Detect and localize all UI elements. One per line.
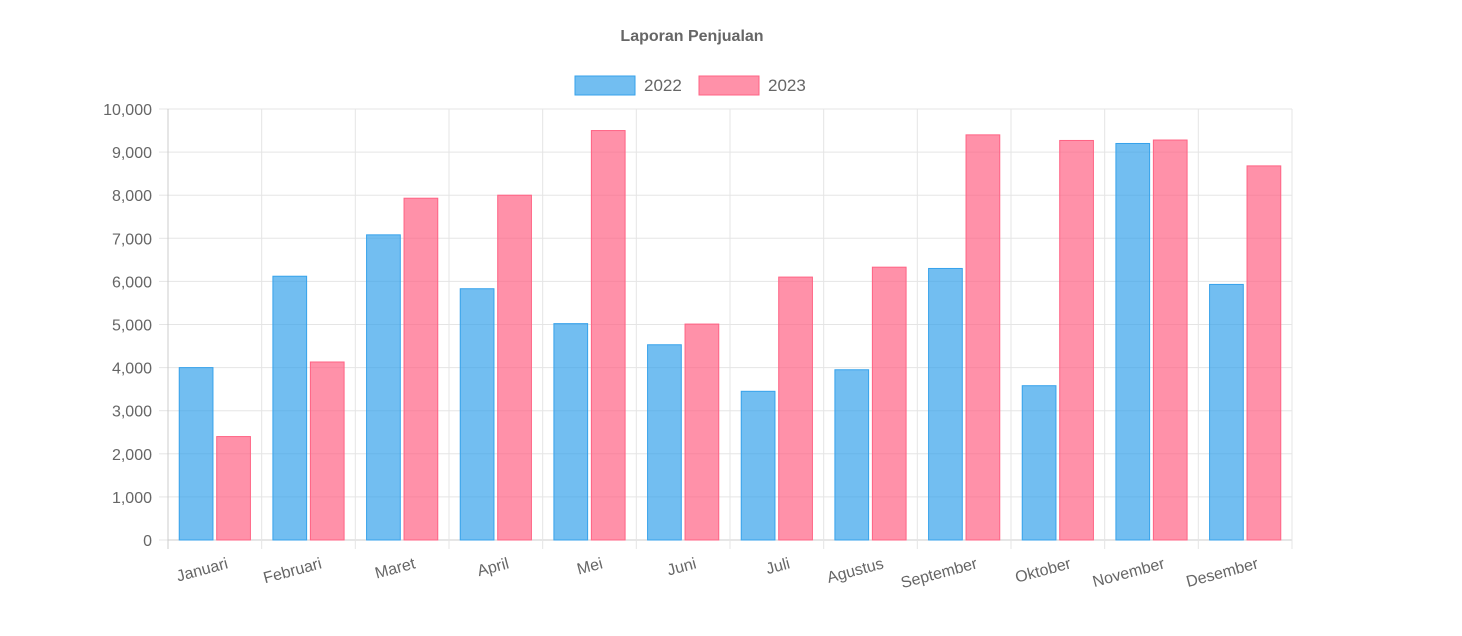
bar-2023-april[interactable]	[497, 194, 532, 541]
x-tick-label: Agustus	[825, 555, 885, 586]
bar-2023-januari[interactable]	[216, 436, 251, 541]
grid	[159, 108, 1293, 549]
bar-2022-september[interactable]	[928, 267, 963, 541]
bar-2022-desember[interactable]	[1209, 283, 1244, 541]
bar-2022-juli[interactable]	[740, 390, 776, 541]
x-tick-label: September	[899, 555, 980, 592]
bar-2023-juli[interactable]	[778, 276, 813, 541]
y-tick-label: 7,000	[112, 231, 152, 248]
bars	[178, 130, 1282, 541]
y-tick-label: 2,000	[112, 447, 152, 464]
y-tick-label: 3,000	[112, 404, 152, 421]
y-tick-label: 5,000	[112, 318, 152, 335]
y-tick-label: 0	[143, 533, 152, 550]
bar-2023-februari[interactable]	[309, 361, 345, 541]
bar-2023-agustus[interactable]	[871, 266, 907, 541]
bar-2022-mei[interactable]	[553, 323, 589, 541]
legend-label-2022: 2022	[644, 76, 682, 95]
legend-item-2023[interactable]: 2023	[698, 75, 806, 96]
x-tick-label: Februari	[262, 555, 324, 587]
x-tick-label: Oktober	[1013, 555, 1073, 586]
bar-2022-november[interactable]	[1115, 142, 1151, 541]
x-tick-label: Mei	[575, 555, 604, 578]
bar-2022-januari[interactable]	[178, 367, 214, 541]
y-axis: 0 1,000 2,000 3,000 4,000 5,000 6,000 7,000 8,00…	[103, 102, 152, 550]
x-tick-label: Maret	[373, 555, 417, 582]
x-tick-label: Desember	[1185, 555, 1261, 591]
x-tick-label: November	[1091, 555, 1167, 591]
bar-2023-mei[interactable]	[590, 130, 626, 541]
bar-2023-oktober[interactable]	[1059, 139, 1094, 541]
y-tick-label: 10,000	[103, 102, 152, 119]
bar-2022-juni[interactable]	[647, 344, 682, 541]
x-tick-label: Januari	[175, 555, 230, 585]
x-axis: Januari Februari Maret April Mei Juni Juli Agus…	[175, 555, 1261, 592]
bar-2023-maret[interactable]	[403, 197, 439, 541]
bar-2023-juni[interactable]	[684, 323, 720, 541]
bar-2022-april[interactable]	[459, 288, 495, 541]
y-tick-label: 1,000	[112, 490, 152, 507]
y-tick-label: 8,000	[112, 188, 152, 205]
bar-2023-september[interactable]	[965, 134, 1001, 541]
x-tick-label: April	[476, 555, 511, 580]
y-tick-label: 9,000	[112, 145, 152, 162]
legend: 2022 2023	[574, 75, 806, 96]
bar-2022-maret[interactable]	[366, 234, 401, 541]
y-tick-label: 6,000	[112, 274, 152, 291]
bar-2023-november[interactable]	[1152, 139, 1188, 541]
x-tick-label: Juli	[764, 555, 792, 578]
bar-2022-agustus[interactable]	[834, 369, 870, 541]
y-tick-label: 4,000	[112, 361, 152, 378]
bar-2022-oktober[interactable]	[1021, 385, 1057, 541]
bar-2023-desember[interactable]	[1246, 165, 1282, 541]
legend-label-2023: 2023	[768, 76, 806, 95]
legend-swatch-2023	[698, 75, 760, 96]
bar-2022-februari[interactable]	[272, 275, 308, 541]
legend-swatch-2022	[574, 75, 636, 96]
x-tick-label: Juni	[665, 555, 698, 579]
chart-title: Laporan Penjualan	[620, 28, 763, 45]
legend-item-2022[interactable]: 2022	[574, 75, 682, 96]
